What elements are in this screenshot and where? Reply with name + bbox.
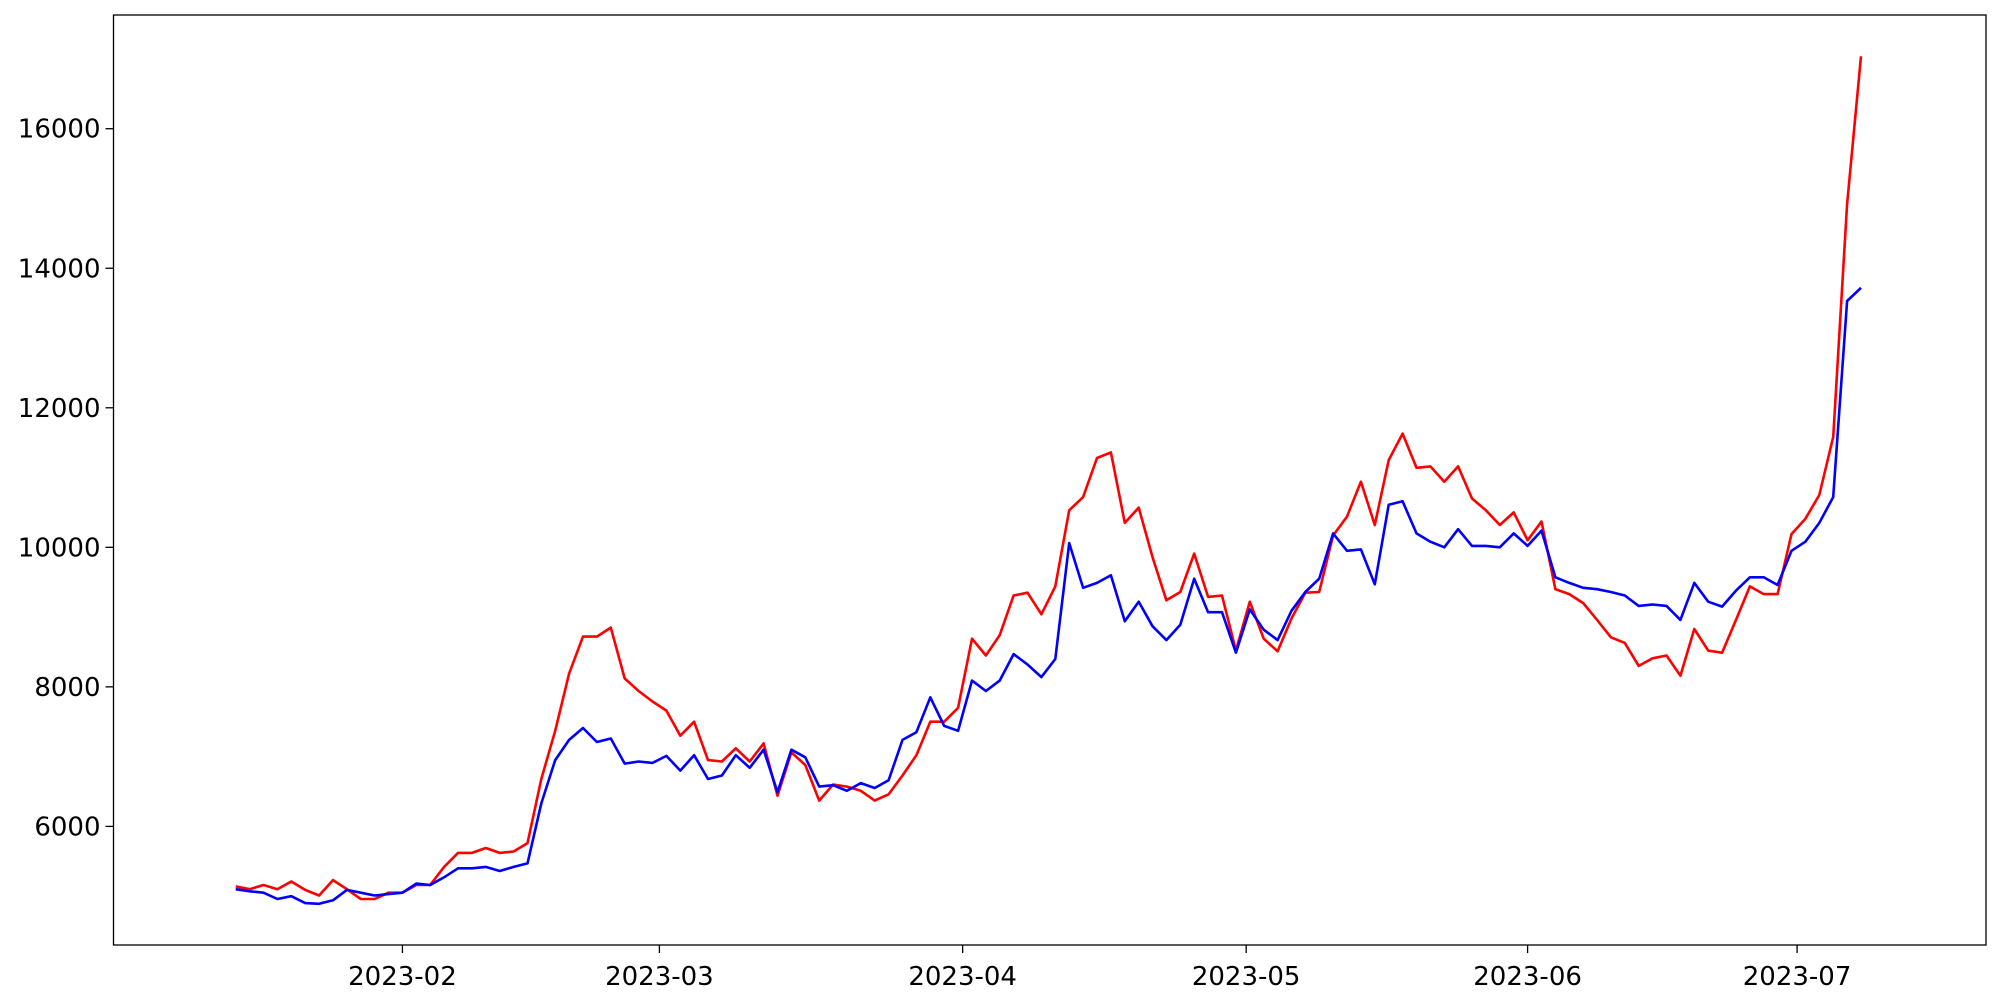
- x-tick-label: 2023-07: [1743, 962, 1852, 992]
- x-tick-label: 2023-03: [605, 962, 714, 992]
- x-tick-label: 2023-02: [348, 962, 457, 992]
- x-tick-label: 2023-05: [1192, 962, 1301, 992]
- plot-frame: [112, 14, 1987, 946]
- line-series: [235, 286, 1862, 906]
- y-tick-label: 6000: [34, 812, 100, 842]
- y-tick-label: 12000: [18, 394, 101, 424]
- y-tick-label: 14000: [18, 254, 101, 284]
- y-tick-label: 10000: [18, 533, 101, 563]
- y-tick-label: 16000: [18, 115, 101, 145]
- y-tick-label: 8000: [34, 673, 100, 703]
- x-tick-label: 2023-04: [908, 962, 1017, 992]
- x-tick-label: 2023-06: [1473, 962, 1582, 992]
- line-series: [235, 56, 1863, 901]
